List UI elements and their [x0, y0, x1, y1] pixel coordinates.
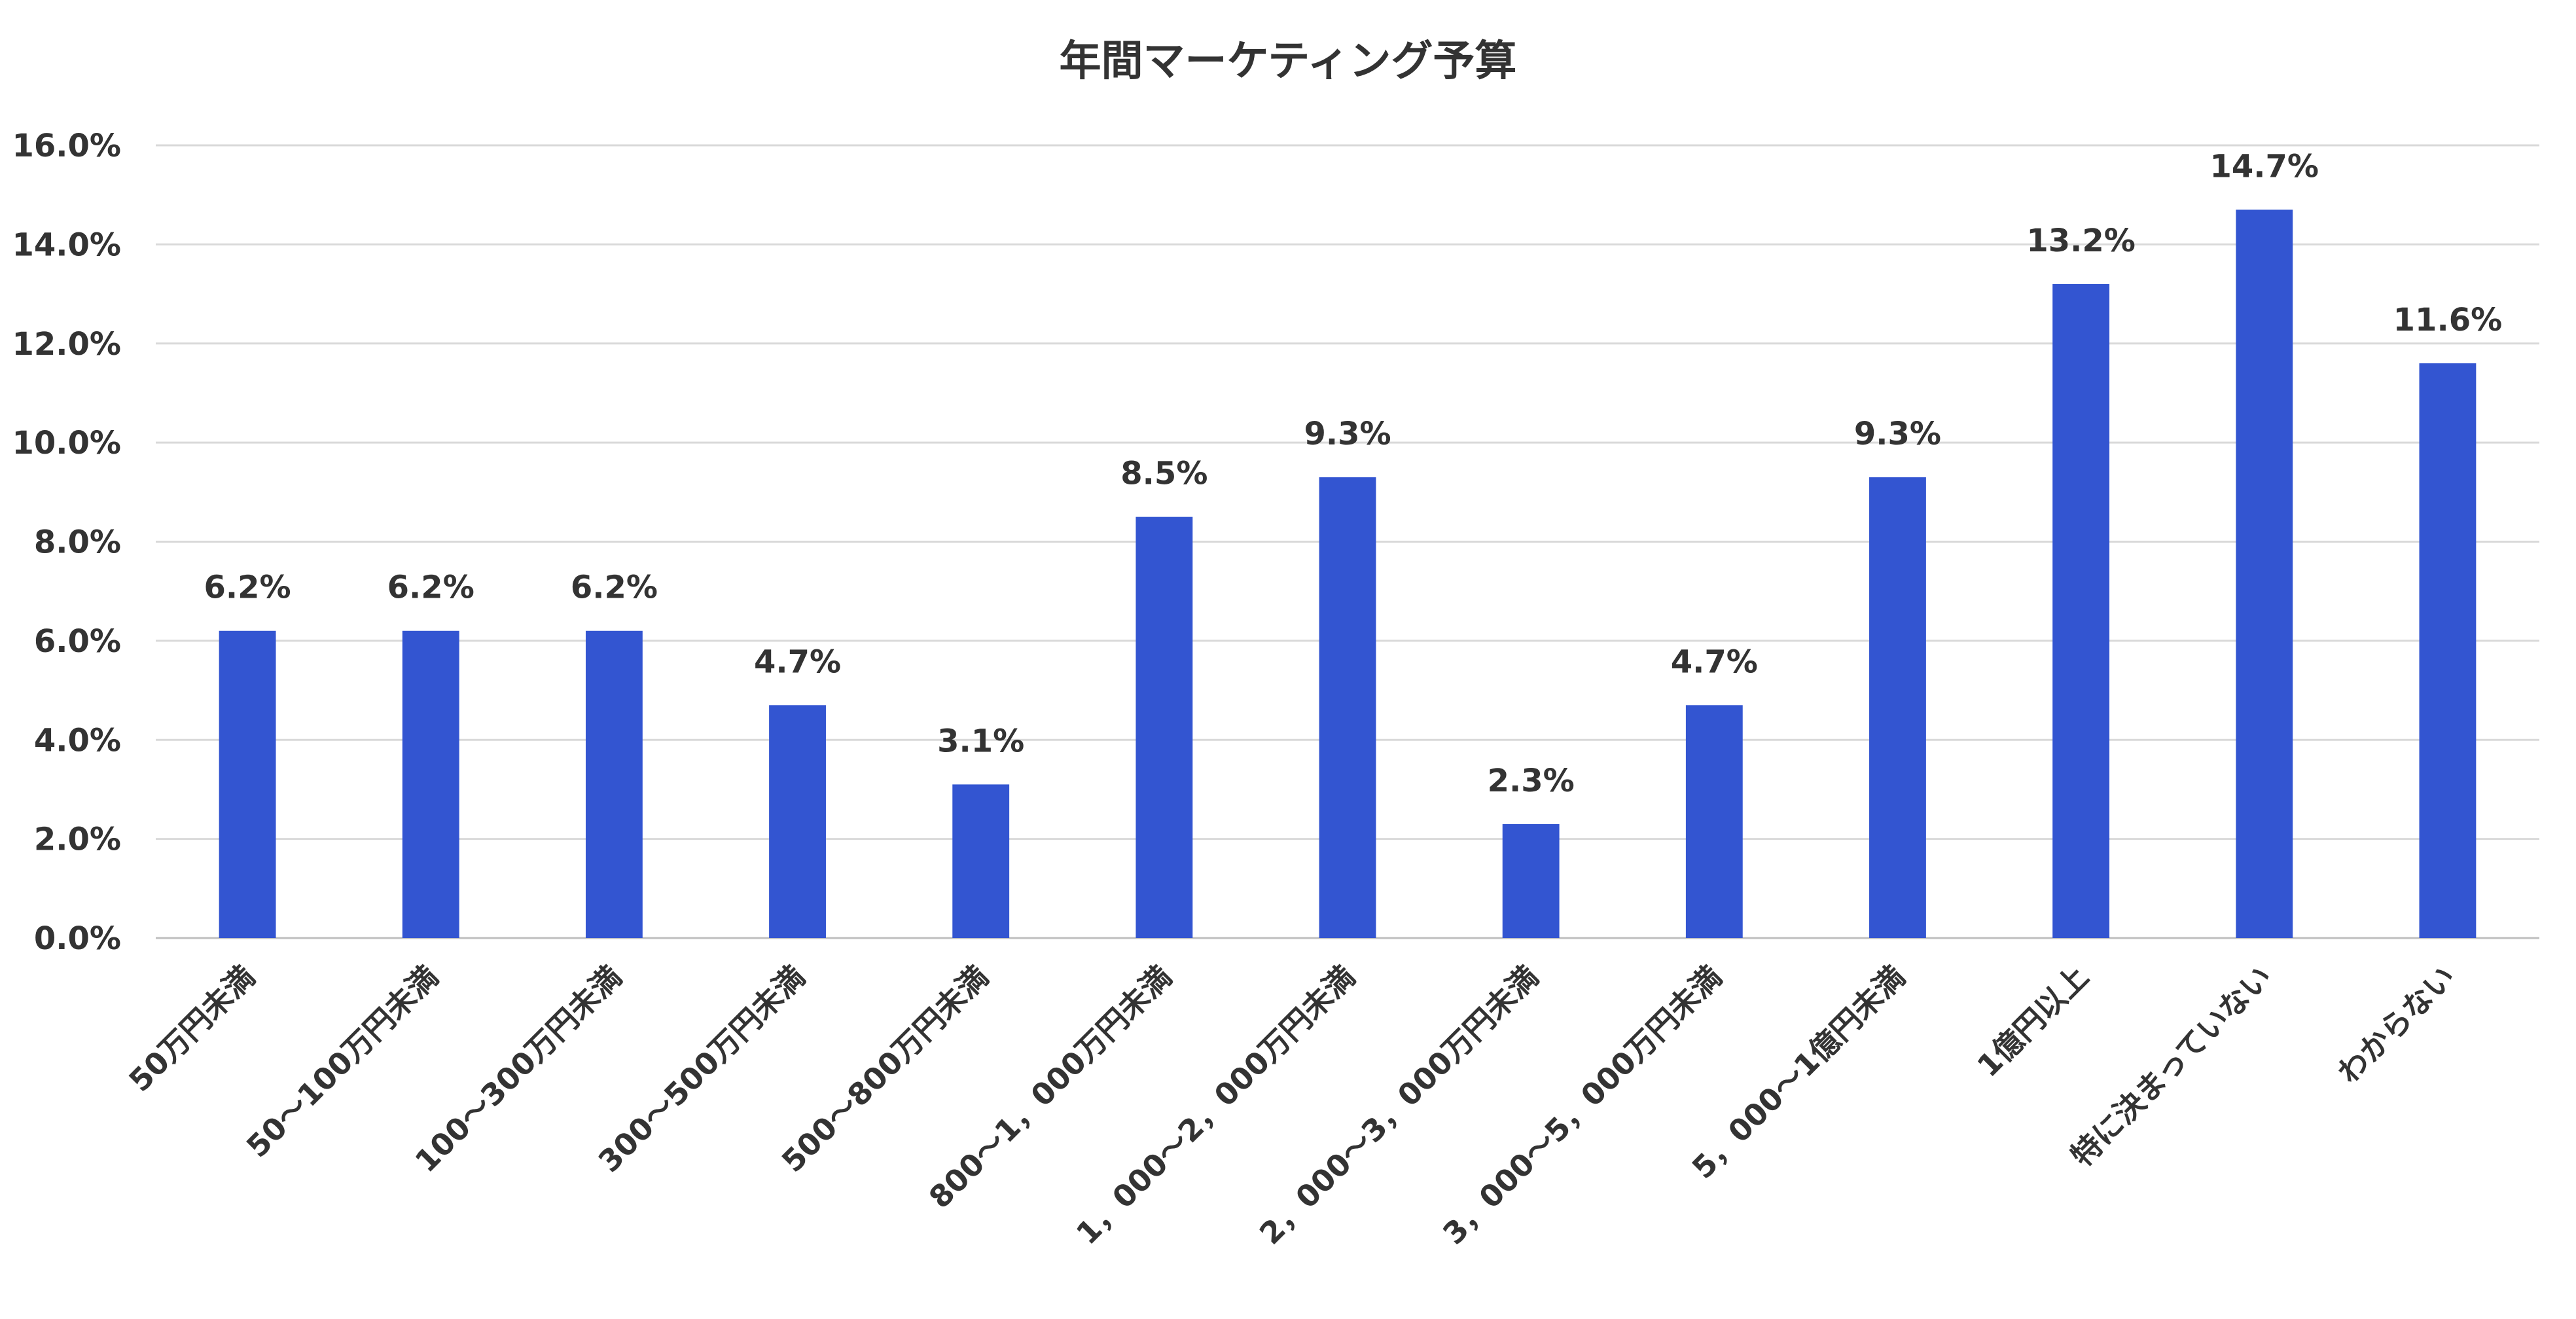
x-tick-label: 50～100万円未満 [240, 959, 445, 1165]
y-tick-label: 10.0% [12, 425, 121, 461]
x-tick-label: 1億円以上 [1970, 959, 2095, 1084]
data-label: 9.3% [1304, 416, 1391, 452]
data-label: 6.2% [204, 569, 291, 606]
data-label: 2.3% [1488, 763, 1575, 799]
x-tick-label: 50万円未満 [122, 959, 262, 1099]
x-tick-label: 100～300万円未満 [408, 959, 629, 1180]
bar [585, 630, 643, 938]
bar [402, 630, 459, 938]
bar [2236, 209, 2293, 938]
bar [2419, 363, 2477, 938]
bar [219, 630, 276, 938]
y-tick-label: 0.0% [34, 920, 121, 957]
y-tick-label: 2.0% [34, 822, 121, 858]
y-tick-label: 4.0% [34, 722, 121, 759]
y-tick-label: 16.0% [12, 128, 121, 164]
x-tick-label: わからない [2331, 959, 2462, 1091]
data-label: 6.2% [571, 569, 658, 606]
bar [769, 705, 826, 938]
bar [1685, 705, 1743, 938]
bar [1136, 516, 1193, 938]
x-tick-label: 300～500万円未満 [592, 959, 812, 1180]
data-label: 4.7% [1671, 643, 1758, 680]
x-tick-label: 500～800万円未満 [775, 959, 995, 1180]
x-axis: 50万円未満50～100万円未満100～300万円未満300～500万円未満50… [122, 959, 2461, 1252]
chart-title: 年間マーケティング予算 [1060, 37, 1517, 86]
data-label: 13.2% [2026, 223, 2136, 259]
data-label: 6.2% [387, 569, 474, 606]
x-tick-label: 特に決まっていない [2064, 959, 2279, 1174]
y-tick-label: 6.0% [34, 623, 121, 660]
data-label: 3.1% [937, 723, 1024, 759]
data-label: 9.3% [1854, 416, 1941, 452]
data-label: 4.7% [754, 643, 841, 680]
data-label: 11.6% [2393, 302, 2503, 338]
bar [1319, 477, 1376, 938]
bar [1502, 823, 1560, 938]
data-labels: 6.2% 6.2% 6.2% 4.7% 3.1% 8.5% 9.3% 2.3% 4.7% 9.3%… [204, 148, 2503, 799]
y-tick-label: 8.0% [34, 524, 121, 561]
y-axis: 0.0% 2.0% 4.0% 6.0% 8.0% 10.0% 12.0% 14.0% 16.0% [12, 128, 121, 957]
bar [2052, 283, 2110, 938]
bars [219, 209, 2477, 938]
y-tick-label: 14.0% [12, 226, 121, 263]
data-label: 14.7% [2210, 148, 2319, 185]
data-label: 8.5% [1120, 456, 1208, 492]
y-tick-label: 12.0% [12, 326, 121, 363]
bar [1869, 477, 1926, 938]
bar [952, 784, 1010, 938]
